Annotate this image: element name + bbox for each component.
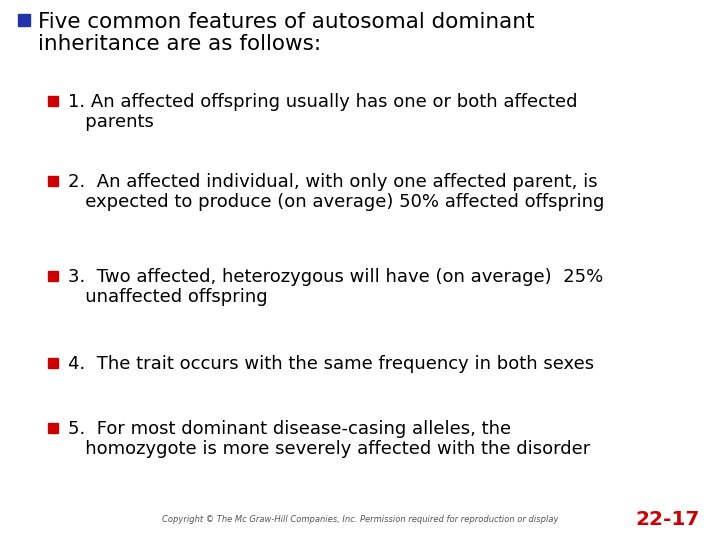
Text: 3.  Two affected, heterozygous will have (on average)  25%: 3. Two affected, heterozygous will have … (68, 268, 603, 286)
Text: Copyright © The Mc Graw-Hill Companies, Inc. Permission required for reproductio: Copyright © The Mc Graw-Hill Companies, … (162, 515, 558, 524)
Bar (48, 176, 58, 186)
Bar (48, 423, 58, 433)
Text: homozygote is more severely affected with the disorder: homozygote is more severely affected wit… (68, 440, 590, 458)
Text: 5.  For most dominant disease-casing alleles, the: 5. For most dominant disease-casing alle… (68, 420, 511, 438)
Bar (48, 271, 58, 281)
Text: expected to produce (on average) 50% affected offspring: expected to produce (on average) 50% aff… (68, 193, 604, 211)
Bar (18, 14, 30, 26)
Text: unaffected offspring: unaffected offspring (68, 288, 268, 306)
Text: inheritance are as follows:: inheritance are as follows: (38, 34, 321, 54)
Text: parents: parents (68, 113, 154, 131)
Bar (48, 96, 58, 106)
Text: 2.  An affected individual, with only one affected parent, is: 2. An affected individual, with only one… (68, 173, 598, 191)
Text: 22-17: 22-17 (636, 510, 700, 529)
Text: 1. An affected offspring usually has one or both affected: 1. An affected offspring usually has one… (68, 93, 577, 111)
Text: 4.  The trait occurs with the same frequency in both sexes: 4. The trait occurs with the same freque… (68, 355, 594, 373)
Text: Five common features of autosomal dominant: Five common features of autosomal domina… (38, 12, 534, 32)
Bar (48, 358, 58, 368)
